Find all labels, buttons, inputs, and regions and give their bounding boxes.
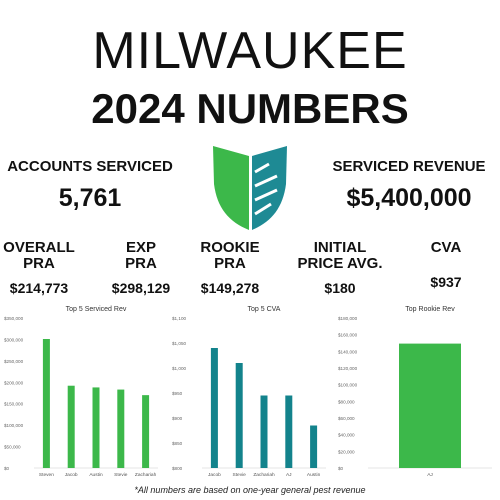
cva-value: $937 [430, 274, 462, 290]
serviced-revenue-stat: SERVICED REVENUE $5,400,000 [318, 158, 500, 213]
y-tick-label: $1,100 [172, 316, 186, 321]
rookie-pra-value: $149,278 [200, 280, 260, 296]
shield-logo-icon [213, 146, 287, 230]
x-tick-label: Austin [307, 472, 321, 478]
y-tick-label: $350,000 [4, 316, 24, 321]
exp-pra-label-1: EXP [125, 239, 156, 256]
y-tick-label: $850 [172, 441, 183, 446]
bar [399, 343, 461, 468]
overall-pra-label-1: OVERALL [3, 239, 75, 256]
y-tick-label: $100,000 [4, 423, 24, 428]
shield-stripes [254, 162, 278, 216]
serviced-revenue-value: $5,400,000 [346, 184, 472, 212]
y-tick-label: $0 [338, 466, 344, 471]
rookie-pra-label-2: PRA [214, 255, 246, 272]
x-tick-label: Jacob [208, 472, 221, 478]
chart-title: Top 5 CVA [248, 306, 281, 313]
x-tick-label: Steven [39, 472, 54, 478]
y-tick-label: $60,000 [338, 416, 355, 421]
overall-pra-stat: OVERALL PRA $214,773 [0, 239, 78, 297]
y-tick-label: $800 [172, 466, 183, 471]
shield-right-half [252, 146, 287, 230]
rookie-pra-stat: ROOKIE PRA $149,278 [184, 239, 276, 297]
x-tick-label: Austin [89, 472, 103, 478]
y-tick-label: $900 [172, 416, 183, 421]
top-cva-chart: Top 5 CVA $800 $850 $900 $950 $1,000 $1,050 $1,… [172, 306, 326, 478]
x-tick-label: Stevie [114, 472, 128, 478]
initial-price-stat: INITIAL PRICE AVG. $180 [290, 239, 390, 297]
page-subtitle: 2024 NUMBERS [91, 85, 409, 132]
chart-title: Top 5 Serviced Rev [66, 306, 127, 313]
page-title: MILWAUKEE [92, 22, 408, 80]
y-tick-label: $300,000 [4, 337, 24, 342]
overall-pra-label-2: PRA [23, 255, 55, 272]
exp-pra-stat: EXP PRA $298,129 [96, 239, 186, 297]
bar [285, 395, 293, 468]
x-tick-label: AJ [427, 472, 433, 478]
bar [92, 387, 100, 468]
y-tick-label: $200,000 [4, 380, 24, 385]
y-tick-label: $120,000 [338, 366, 358, 371]
chart-title: Top Rookie Rev [405, 306, 455, 313]
top-serviced-rev-chart: Top 5 Serviced Rev $0 $50,000 $100,000 $150,… [4, 306, 158, 478]
accounts-serviced-label: ACCOUNTS SERVICED [7, 158, 173, 175]
bar [235, 363, 243, 468]
accounts-serviced-value: 5,761 [58, 184, 122, 212]
bar [42, 339, 50, 468]
initial-price-value: $180 [324, 280, 356, 296]
overall-pra-value: $214,773 [9, 280, 69, 296]
y-tick-label: $150,000 [4, 402, 24, 407]
x-tick-label: AJ [286, 472, 292, 478]
exp-pra-value: $298,129 [111, 280, 171, 296]
bar [142, 395, 150, 468]
shield-left-half [213, 146, 249, 230]
y-tick-label: $50,000 [4, 445, 21, 450]
top-rookie-rev-chart: Top Rookie Rev $0 $20,000 $40,000 $60,000 $80… [338, 306, 492, 478]
y-tick-label: $1,000 [172, 366, 186, 371]
y-tick-label: $20,000 [338, 449, 355, 454]
y-tick-label: $250,000 [4, 359, 24, 364]
serviced-revenue-label: SERVICED REVENUE [332, 158, 486, 175]
bar [67, 385, 75, 468]
y-tick-label: $40,000 [338, 433, 355, 438]
footnote: *All numbers are based on one-year gener… [134, 485, 366, 495]
accounts-serviced-stat: ACCOUNTS SERVICED 5,761 [0, 158, 180, 213]
initial-price-label-1: INITIAL [313, 239, 367, 256]
y-tick-label: $1,050 [172, 341, 186, 346]
x-tick-label: Stevie [233, 472, 247, 478]
x-tick-label: Zachariah [253, 472, 275, 478]
initial-price-label-2: PRICE AVG. [297, 255, 383, 272]
cva-stat: CVA $937 [408, 239, 484, 291]
y-tick-label: $0 [4, 466, 10, 471]
cva-label-2: CVA [430, 239, 462, 256]
x-tick-label: Zachariah [135, 472, 157, 478]
y-tick-label: $180,000 [338, 316, 358, 321]
x-tick-label: Jacob [65, 472, 78, 478]
bar [210, 348, 218, 468]
bar [310, 425, 318, 468]
y-tick-label: $950 [172, 391, 183, 396]
y-tick-label: $80,000 [338, 399, 355, 404]
exp-pra-label-2: PRA [125, 255, 157, 272]
y-tick-label: $100,000 [338, 383, 358, 388]
bar [260, 395, 268, 468]
y-tick-label: $140,000 [338, 349, 358, 354]
rookie-pra-label-1: ROOKIE [200, 239, 260, 256]
bar [117, 389, 125, 468]
y-tick-label: $160,000 [338, 333, 358, 338]
